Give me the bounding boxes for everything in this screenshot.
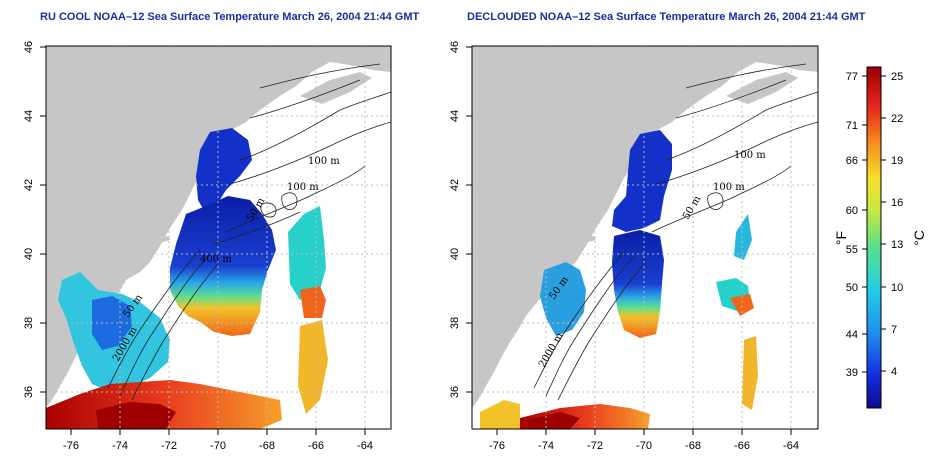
colorbar-c-tick: 10 — [891, 282, 903, 294]
lat-tick-label: 44 — [23, 110, 35, 122]
lon-tick-label: -64 — [357, 440, 373, 452]
left-map-title: RU COOL NOAA–12 Sea Surface Temperature … — [40, 11, 420, 23]
colorbar-c-tick: 22 — [891, 113, 903, 125]
colorbar-c-tick: 16 — [891, 197, 903, 209]
left-axis-ticks — [40, 46, 366, 435]
colorbar-f-tick: 66 — [846, 155, 858, 167]
sst-shelf-patch — [612, 230, 664, 338]
fahrenheit-unit-label: °F — [833, 231, 849, 245]
lat-tick-label: 38 — [23, 317, 35, 329]
celsius-unit-label: °C — [911, 230, 927, 246]
lon-tick-label: -64 — [783, 440, 799, 452]
lon-tick-label: -70 — [636, 440, 652, 452]
right-bathymetry-contours — [533, 63, 818, 401]
lat-tick-label: 38 — [449, 317, 461, 329]
lat-tick-label: 36 — [23, 386, 35, 398]
right-map-frame — [471, 45, 819, 430]
sst-south-warm — [298, 320, 328, 414]
sst-cold-patch — [612, 130, 672, 232]
lat-tick-label: 46 — [449, 41, 461, 53]
right-map-title: DECLOUDED NOAA–12 Sea Surface Temperatur… — [467, 11, 866, 23]
sst-south-warm — [742, 336, 758, 410]
land-mass — [46, 46, 391, 408]
contour-label: 100 m — [734, 150, 766, 161]
lat-tick-label: 42 — [449, 179, 461, 191]
lat-tick-label: 42 — [23, 179, 35, 191]
lon-tick-label: -72 — [587, 440, 603, 452]
lon-tick-label: -66 — [308, 440, 324, 452]
colorbar-f-tick: 55 — [846, 244, 858, 256]
colorbar-ticks — [862, 75, 886, 373]
lon-tick-label: -66 — [734, 440, 750, 452]
lon-tick-label: -68 — [259, 440, 275, 452]
lon-tick-label: -68 — [685, 440, 701, 452]
lon-tick-label: -72 — [161, 440, 177, 452]
colorbar-c-tick: 4 — [891, 366, 897, 378]
colorbar-f-tick: 77 — [846, 71, 858, 83]
lat-tick-label: 46 — [23, 41, 35, 53]
contour-label: 100 m — [287, 182, 319, 193]
colorbar-f-tick: 39 — [846, 367, 858, 379]
sst-east-cold — [734, 214, 752, 260]
lon-tick-label: -74 — [112, 440, 128, 452]
lat-tick-label: 36 — [449, 386, 461, 398]
colorbar-gradient — [866, 66, 882, 409]
lon-tick-label: -70 — [210, 440, 226, 452]
long-island — [130, 236, 170, 250]
lat-tick-label: 44 — [449, 110, 461, 122]
lon-tick-label: -74 — [538, 440, 554, 452]
left-bathymetry-contours — [107, 63, 391, 401]
sst-gulf-core — [528, 412, 580, 429]
right-grid — [472, 46, 818, 429]
sst-cold-patch — [196, 128, 252, 214]
nova-scotia — [726, 72, 798, 104]
contour-label: 100 m — [308, 156, 340, 167]
contour-label: 400 m — [200, 254, 232, 265]
left-map-panel: 100 m 100 m 50 m 400 m 50 m 2000 m -76 -… — [23, 41, 392, 452]
contour-label: 50 m — [681, 194, 703, 222]
long-island — [556, 236, 596, 250]
temperature-colorbar: 77 71 66 60 55 50 44 39 25 22 19 16 13 1… — [833, 66, 927, 409]
sst-east-patch — [288, 206, 326, 300]
colorbar-c-tick: 13 — [891, 239, 903, 251]
sst-east-warm — [730, 294, 754, 316]
lon-tick-label: -76 — [63, 440, 79, 452]
colorbar-f-tick: 60 — [846, 205, 858, 217]
right-axis-ticks — [466, 46, 792, 435]
colorbar-f-tick: 50 — [846, 282, 858, 294]
colorbar-c-tick: 19 — [891, 155, 903, 167]
sst-shelf-patch — [170, 196, 276, 336]
lat-tick-label: 40 — [23, 248, 35, 260]
nova-scotia — [300, 72, 372, 104]
colorbar-f-tick: 71 — [846, 120, 858, 132]
right-map-panel: 100 m 100 m 50 m 50 m 2000 m -76 -74 -72… — [449, 41, 819, 452]
lon-tick-label: -76 — [489, 440, 505, 452]
colorbar-c-tick: 25 — [891, 71, 903, 83]
contour-label: 100 m — [713, 182, 745, 193]
left-grid — [46, 46, 391, 429]
colorbar-c-tick: 7 — [891, 324, 897, 336]
sst-coastal-patch — [540, 262, 586, 336]
sst-east-warm — [300, 286, 326, 318]
lat-tick-label: 40 — [449, 248, 461, 260]
sst-nearshore-warm — [480, 400, 520, 429]
sst-gulf-core — [96, 402, 176, 429]
colorbar-f-tick: 44 — [846, 329, 858, 341]
land-mass — [472, 46, 818, 408]
